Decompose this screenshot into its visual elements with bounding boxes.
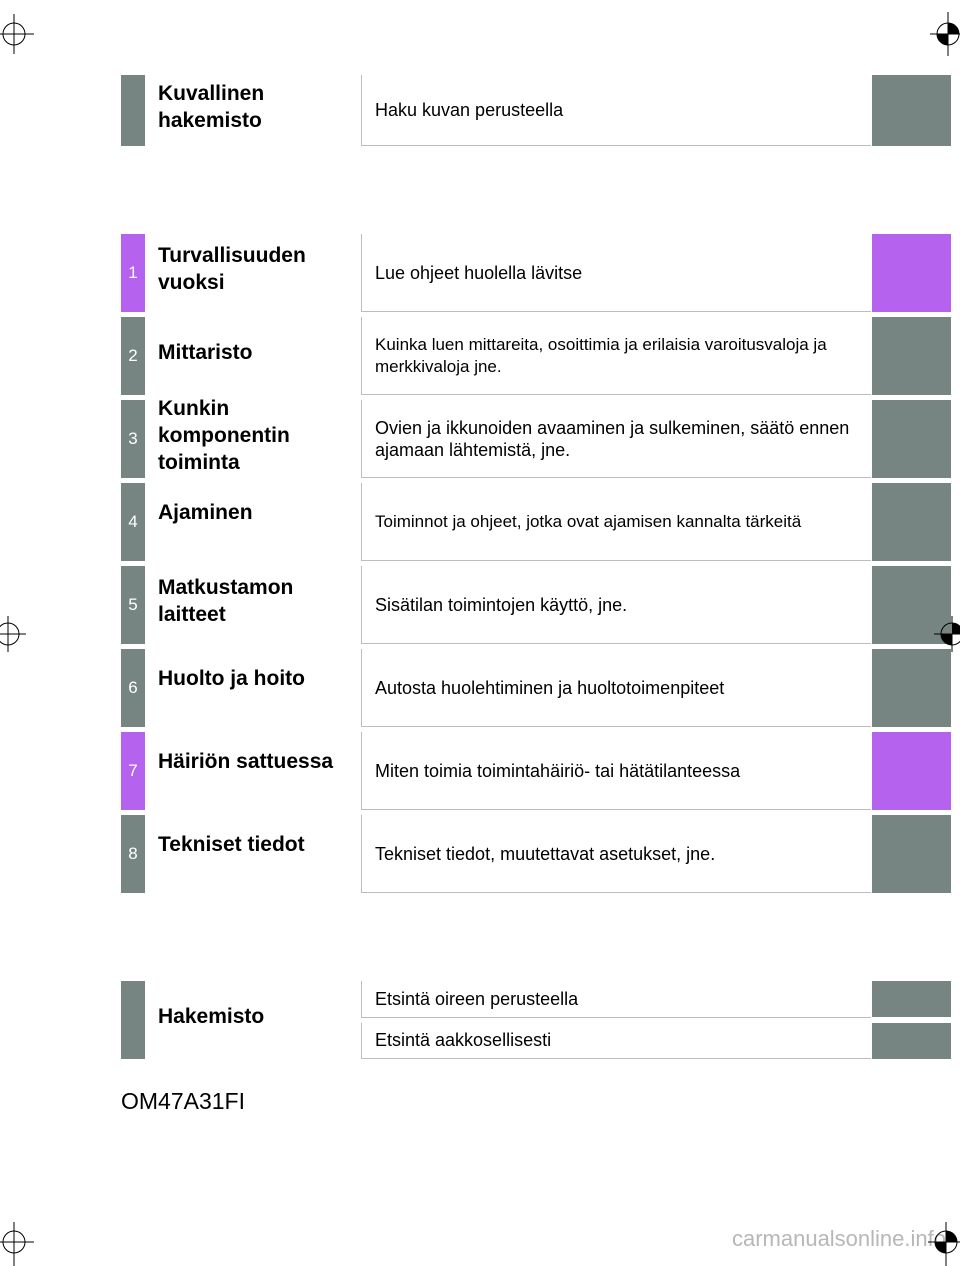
section-row-5[interactable]: 5 Matkustamon laitteet Sisätilan toimint… (121, 566, 951, 644)
registration-mark-icon (0, 1222, 34, 1266)
section-tab[interactable] (872, 400, 951, 478)
section-description: Tekniset tiedot, muutettavat asetukset, … (361, 815, 871, 893)
section-title: Huolto ja hoito (158, 666, 305, 690)
section-row-visual-index[interactable]: Kuvallinen hakemisto Haku kuvan perustee… (121, 75, 951, 146)
section-row-4[interactable]: 4 Ajaminen Toiminnot ja ohjeet, jotka ov… (121, 483, 951, 561)
section-tab[interactable] (872, 234, 951, 312)
index-item-symptoms[interactable]: Etsintä oireen perusteella (361, 981, 871, 1018)
registration-mark-icon (930, 12, 960, 56)
section-row-3[interactable]: 3 Kunkin komponentin toiminta Ovien ja i… (121, 397, 951, 478)
section-title: Ajaminen (158, 500, 253, 524)
section-title: Matkustamon laitteet (158, 576, 294, 626)
section-description: Haku kuvan perusteella (361, 75, 871, 146)
section-title: Mittaristo (158, 340, 253, 364)
section-description: Toiminnot ja ohjeet, jotka ovat ajamisen… (361, 483, 871, 561)
section-number: 4 (121, 483, 145, 561)
section-description: Miten toimia toimintahäiriö- tai hätätil… (361, 732, 871, 810)
index-row: Hakemisto Etsintä oireen perusteella Ets… (121, 981, 951, 1059)
section-description: Ovien ja ikkunoiden avaaminen ja sulkemi… (361, 400, 871, 478)
section-description: Kuinka luen mittareita, osoittimia ja er… (361, 317, 871, 395)
section-tab[interactable] (872, 649, 951, 727)
registration-mark-icon (928, 1222, 960, 1266)
section-description: Sisätilan toimintojen käyttö, jne. (361, 566, 871, 644)
section-number: 2 (121, 317, 145, 395)
section-number: 1 (121, 234, 145, 312)
registration-mark-icon (934, 616, 960, 652)
document-code: OM47A31FI (121, 1088, 245, 1114)
watermark-text: carmanualsonline.info (731, 1226, 946, 1251)
section-tab[interactable] (872, 815, 951, 893)
section-title: Tekniset tiedot (158, 832, 305, 856)
section-tab[interactable] (872, 317, 951, 395)
section-tab[interactable] (872, 75, 951, 146)
section-number (121, 75, 145, 146)
section-number: 7 (121, 732, 145, 810)
section-tab[interactable] (872, 566, 951, 644)
section-number: 3 (121, 400, 145, 478)
section-row-6[interactable]: 6 Huolto ja hoito Autosta huolehtiminen … (121, 649, 951, 727)
section-number: 8 (121, 815, 145, 893)
section-title: Kuvallinen hakemisto (158, 81, 265, 132)
registration-mark-icon (0, 14, 34, 54)
section-row-7[interactable]: 7 Häiriön sattuessa Miten toimia toimint… (121, 732, 951, 810)
section-description: Autosta huolehtiminen ja huoltotoimenpit… (361, 649, 871, 727)
section-title: Häiriön sattuessa (158, 749, 334, 773)
section-tab[interactable] (872, 732, 951, 810)
section-number: 5 (121, 566, 145, 644)
section-title: Kunkin komponentin toiminta (158, 396, 290, 474)
index-number-tab (121, 981, 145, 1059)
section-row-2[interactable]: 2 Mittaristo Kuinka luen mittareita, oso… (121, 317, 951, 395)
section-number: 6 (121, 649, 145, 727)
index-item-alphabetical[interactable]: Etsintä aakkosellisesti (361, 1023, 871, 1059)
section-title: Turvallisuuden vuoksi (158, 244, 306, 294)
index-title: Hakemisto (158, 1004, 265, 1028)
section-tab[interactable] (872, 483, 951, 561)
section-row-1[interactable]: 1 Turvallisuuden vuoksi Lue ohjeet huole… (121, 234, 951, 312)
section-row-8[interactable]: 8 Tekniset tiedot Tekniset tiedot, muute… (121, 815, 951, 893)
index-tab-alphabetical[interactable] (872, 1023, 951, 1059)
registration-mark-icon (0, 616, 26, 652)
index-tab-symptoms[interactable] (872, 981, 951, 1017)
section-description: Lue ohjeet huolella lävitse (361, 234, 871, 312)
